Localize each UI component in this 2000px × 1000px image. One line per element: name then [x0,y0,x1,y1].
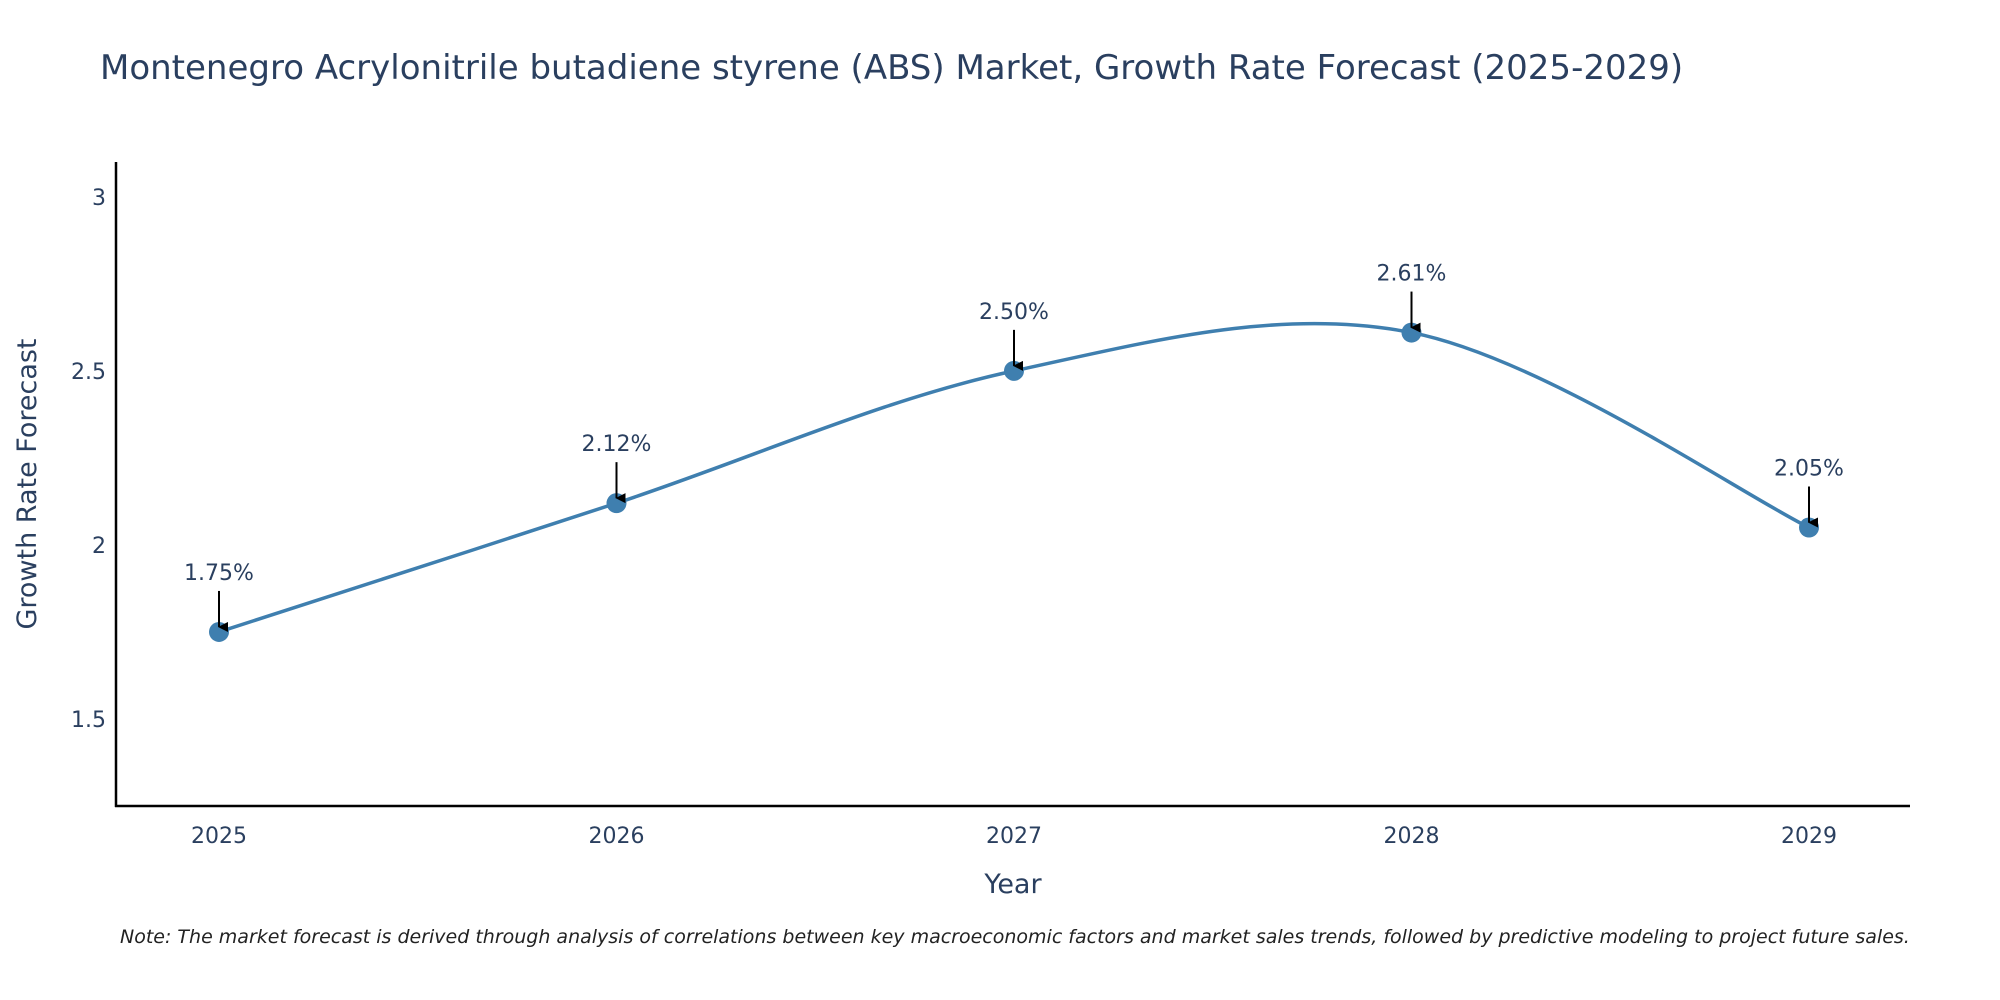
data-label: 2.61% [1377,262,1447,287]
y-tick-label: 3 [92,186,106,211]
footnote: Note: The market forecast is derived thr… [120,926,1910,948]
data-label: 2.50% [979,300,1049,325]
y-tick-label: 2.5 [71,360,106,385]
x-tick-label: 2025 [191,824,247,849]
plot-area: 1.5 2 2.5 3 2025 2026 2027 2028 2029 1.75% 2.12%… [71,162,1910,849]
x-tick-labels: 2025 2026 2027 2028 2029 [191,824,1837,849]
data-annotations: 1.75% 2.12% 2.50% 2.61% 2.05% [184,262,1844,632]
data-label: 1.75% [184,561,254,586]
data-label: 2.12% [582,432,652,457]
y-tick-labels: 1.5 2 2.5 3 [71,186,106,733]
x-axis-title: Year [983,869,1042,900]
y-tick-label: 1.5 [71,708,106,733]
x-tick-label: 2026 [589,824,645,849]
x-tick-label: 2029 [1781,824,1837,849]
y-tick-label: 2 [92,534,106,559]
y-axis-title: Growth Rate Forecast [12,338,43,629]
data-label: 2.05% [1774,457,1844,482]
data-markers [209,322,1819,642]
chart-title: Montenegro Acrylonitrile butadiene styre… [100,48,1683,88]
x-tick-label: 2028 [1384,824,1440,849]
x-tick-label: 2027 [986,824,1042,849]
